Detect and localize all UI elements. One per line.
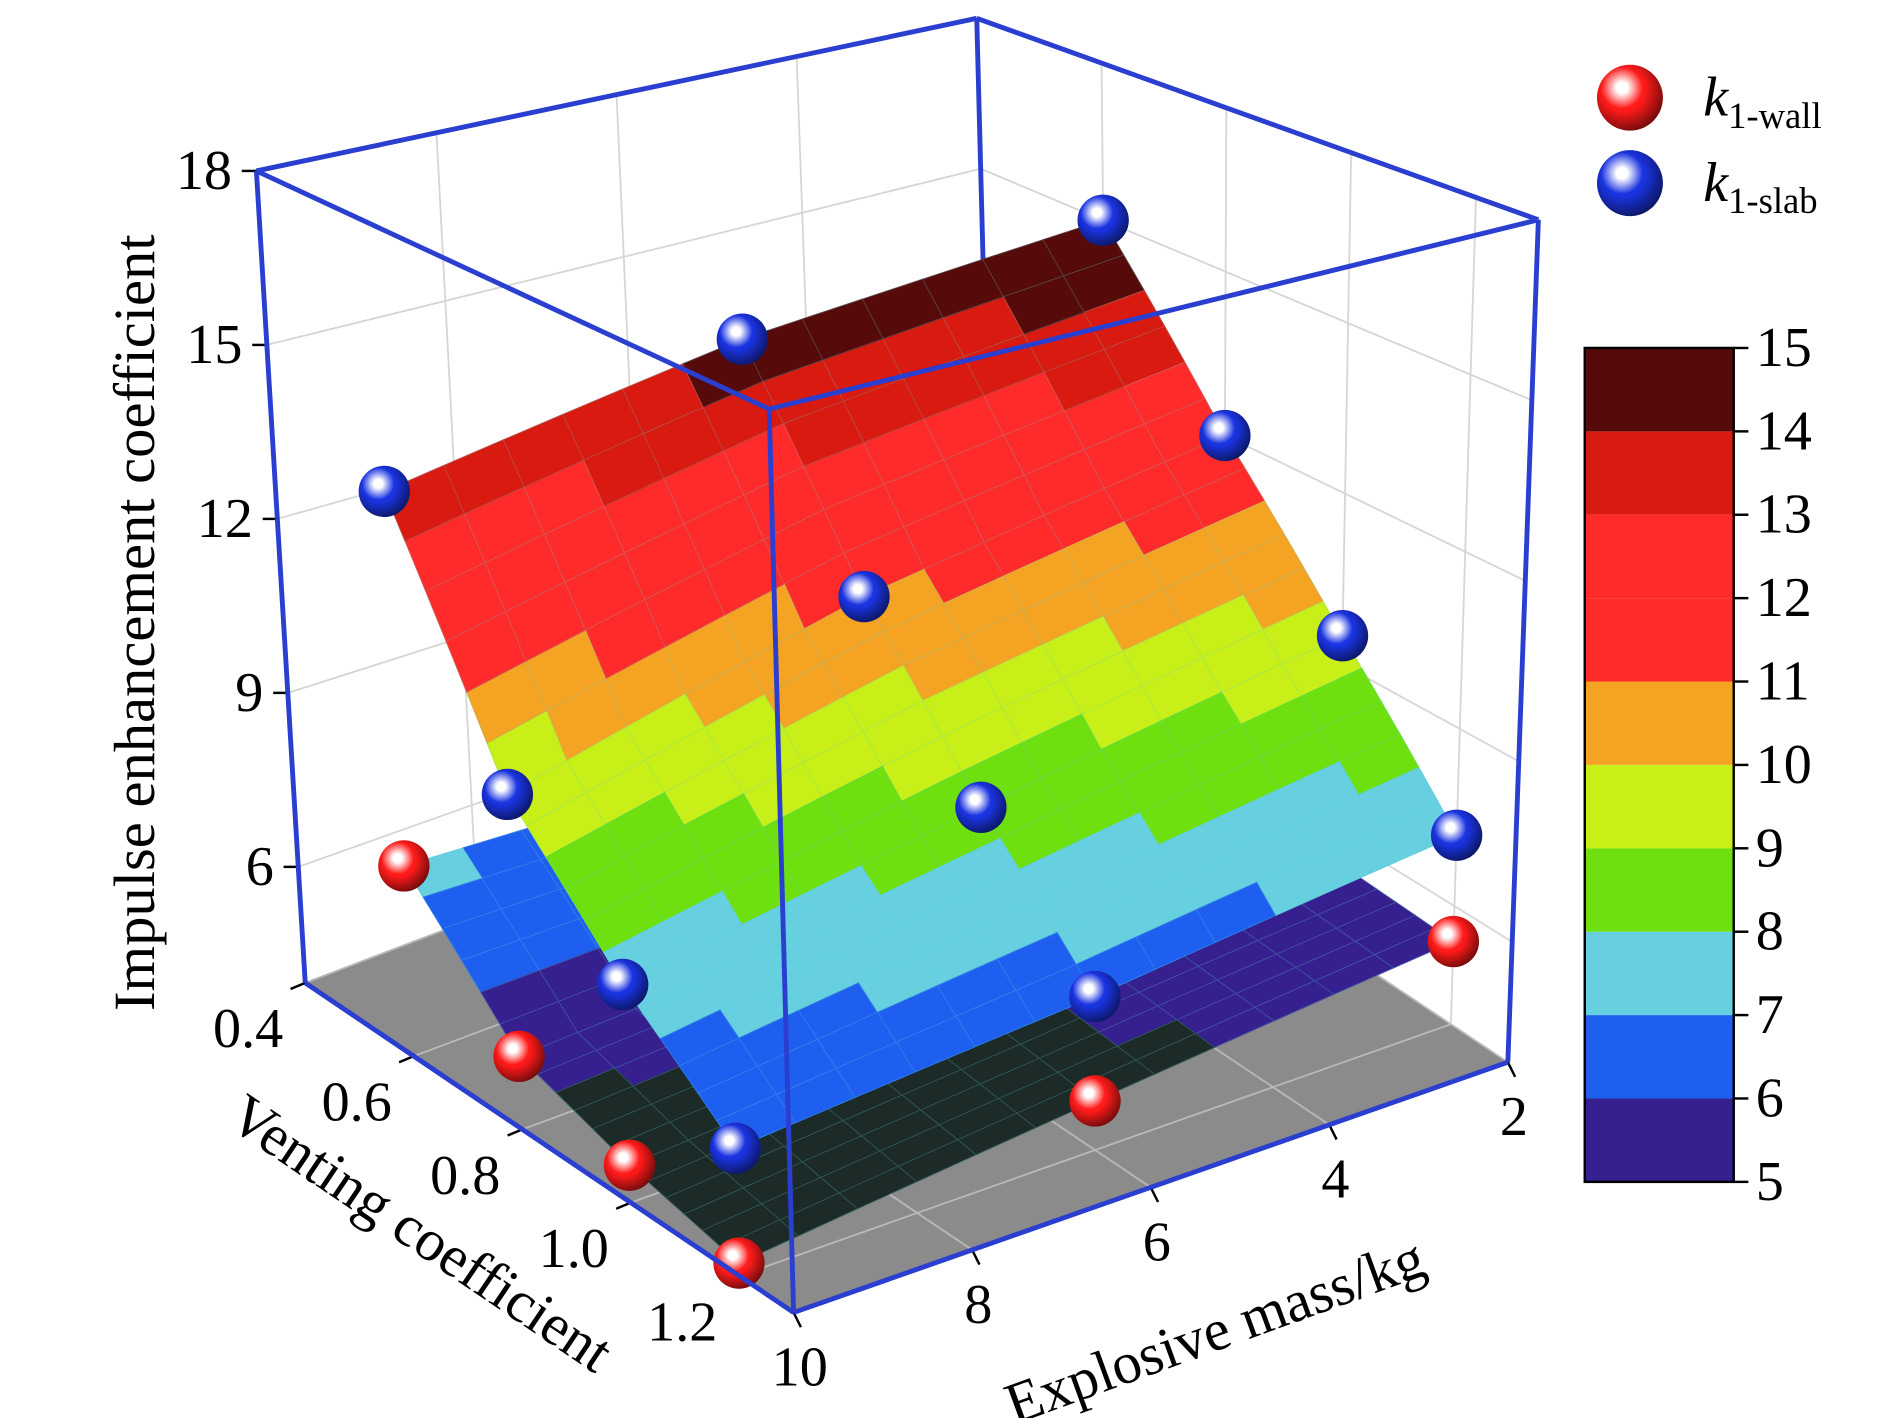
sphere-shade <box>1199 409 1251 462</box>
z-axis-title: Impulse enhancement coefficient <box>102 234 167 1011</box>
data-sphere <box>378 840 430 892</box>
colorbar-band <box>1584 848 1734 932</box>
z-tick-label: 18 <box>176 140 232 202</box>
data-sphere <box>838 570 890 623</box>
y-tick-label: 0.4 <box>213 998 283 1060</box>
y-tick-label: 1.0 <box>539 1218 609 1280</box>
grid-line <box>980 167 1533 402</box>
x-tick-label: 6 <box>1143 1211 1171 1273</box>
box-edge <box>255 15 978 174</box>
grid-line <box>1449 197 1477 1025</box>
colorbar-band <box>1584 1015 1734 1099</box>
x-tick <box>1506 1061 1517 1078</box>
colorbar-tick-label: 13 <box>1756 484 1812 546</box>
data-sphere <box>1427 915 1480 968</box>
box-edge <box>1505 219 1541 1063</box>
sphere-shade <box>1069 1075 1121 1127</box>
colorbar-tick-label: 11 <box>1756 651 1810 713</box>
colorbar-band <box>1584 514 1734 599</box>
data-sphere <box>1069 1075 1121 1127</box>
data-sphere <box>1316 610 1369 662</box>
sphere-shade <box>838 570 890 623</box>
box-edge <box>253 170 308 984</box>
colorbar-band <box>1584 431 1734 515</box>
sphere-shade <box>1316 610 1369 662</box>
data-sphere <box>1199 409 1251 462</box>
colorbar-band <box>1584 681 1734 765</box>
sphere-shade <box>358 465 410 517</box>
colorbar-band <box>1584 1098 1734 1182</box>
sphere-shade <box>481 768 534 821</box>
y-tick <box>290 981 306 991</box>
z-tick-label: 9 <box>235 662 263 724</box>
colorbar-band <box>1584 931 1734 1016</box>
x-tick-label: 2 <box>1500 1086 1528 1148</box>
sphere-shade <box>713 1237 765 1289</box>
data-sphere <box>358 465 410 517</box>
data-sphere <box>493 1030 545 1082</box>
box-edge <box>766 408 797 1313</box>
colorbar-tick-label: 6 <box>1756 1067 1784 1129</box>
colorbar-tick-label: 14 <box>1756 400 1812 462</box>
data-sphere <box>603 1139 656 1191</box>
colorbar-band <box>1584 764 1734 849</box>
colorbar-tick-label: 10 <box>1756 734 1812 796</box>
sphere-shade <box>493 1030 545 1082</box>
legend-label: k1-slab <box>1703 152 1817 221</box>
sphere-shade <box>597 958 649 1011</box>
sphere-shade <box>709 1122 762 1174</box>
box-edge <box>255 168 771 412</box>
y-tick-label: 0.8 <box>430 1145 500 1207</box>
data-sphere <box>713 1237 765 1289</box>
sphere-shade <box>1430 809 1483 861</box>
colorbar-tick-label: 7 <box>1756 984 1784 1046</box>
floor-grid-line <box>739 1023 1452 1277</box>
y-tick-label: 0.6 <box>322 1072 392 1134</box>
box-edge <box>975 16 1540 223</box>
data-sphere <box>709 1122 762 1174</box>
colorbar-band <box>1584 347 1734 432</box>
x-tick-label: 4 <box>1321 1149 1349 1211</box>
colorbar-tick-label: 5 <box>1756 1151 1784 1213</box>
sphere-shade <box>1427 915 1480 968</box>
sphere-shade <box>955 781 1007 833</box>
legend-label: k1-wall <box>1703 67 1821 136</box>
z-tick-label: 6 <box>246 836 274 898</box>
sphere-shade <box>378 840 430 892</box>
x-tick <box>971 1249 981 1266</box>
colorbar-band <box>1584 598 1734 682</box>
data-sphere <box>1077 194 1129 246</box>
data-sphere <box>597 958 649 1011</box>
data-sphere <box>955 781 1007 833</box>
data-sphere <box>1430 809 1483 861</box>
z-tick-label: 15 <box>186 314 242 376</box>
sphere-shade <box>1077 194 1129 246</box>
legend-marker <box>1596 150 1663 217</box>
legend-sphere-shade <box>1596 64 1663 131</box>
colorbar-tick-label: 8 <box>1756 901 1784 963</box>
legend-sphere-shade <box>1596 150 1663 217</box>
box-edge <box>768 217 1539 412</box>
x-tick <box>1149 1186 1160 1203</box>
legend-marker <box>1596 64 1663 131</box>
x-tick-label: 8 <box>964 1274 992 1336</box>
box-edge <box>303 980 795 1315</box>
colorbar-tick-label: 9 <box>1756 817 1784 879</box>
y-tick-label: 1.2 <box>647 1291 717 1353</box>
sphere-shade <box>1069 970 1121 1023</box>
z-tick-label: 12 <box>197 488 253 550</box>
x-axis-title: Explosive mass/kg <box>996 1225 1433 1418</box>
sphere-shade <box>716 313 768 365</box>
colorbar-tick-label: 15 <box>1756 317 1812 379</box>
x-tick <box>792 1311 803 1328</box>
x-tick-label: 10 <box>772 1336 828 1398</box>
sphere-shade <box>603 1139 656 1191</box>
data-sphere <box>716 313 768 365</box>
colorbar-tick-label: 12 <box>1756 567 1812 629</box>
data-sphere <box>481 768 534 821</box>
data-sphere <box>1069 970 1121 1023</box>
box-edge <box>792 1059 1509 1315</box>
x-tick <box>1328 1124 1338 1140</box>
